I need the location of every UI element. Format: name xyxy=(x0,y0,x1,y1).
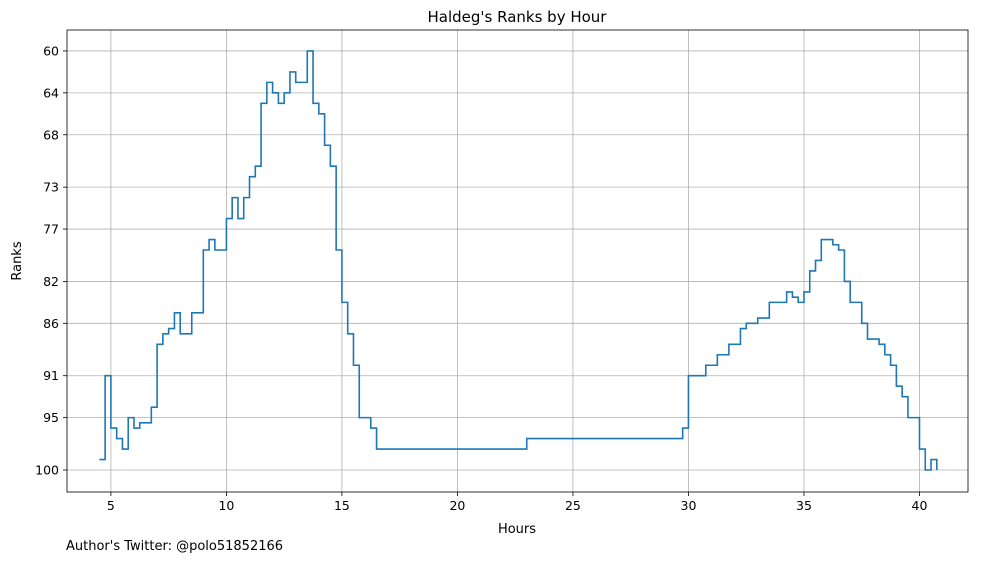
x-tick-label: 25 xyxy=(565,498,581,513)
chart-title: Haldeg's Ranks by Hour xyxy=(428,8,608,26)
x-tick-label: 35 xyxy=(796,498,812,513)
y-tick-label: 82 xyxy=(43,274,59,289)
grid-lines xyxy=(67,30,968,492)
y-tick-label: 100 xyxy=(35,463,59,478)
x-tick-label: 30 xyxy=(681,498,697,513)
y-tick-label: 60 xyxy=(43,43,59,58)
y-tick-label: 91 xyxy=(43,368,59,383)
x-tick-label: 20 xyxy=(449,498,465,513)
y-tick-label: 86 xyxy=(43,316,59,331)
x-tick-label: 40 xyxy=(912,498,928,513)
plot-frame xyxy=(66,29,969,493)
axis-ticks: 5 10 15 20 25 30 35 40 60 64 68 73 77 82 86 91 95 100 xyxy=(35,43,927,513)
y-tick-label: 68 xyxy=(43,127,59,142)
y-tick-label: 95 xyxy=(43,410,59,425)
y-tick-label: 73 xyxy=(43,180,59,195)
y-axis-label: Ranks xyxy=(10,241,25,280)
author-credit: Author's Twitter: @polo51852166 xyxy=(66,539,283,554)
x-axis-label: Hours xyxy=(498,522,536,537)
x-tick-label: 10 xyxy=(218,498,234,513)
rank-step-line xyxy=(99,50,938,471)
x-tick-label: 15 xyxy=(334,498,350,513)
y-tick-label: 64 xyxy=(43,85,59,100)
x-tick-label: 5 xyxy=(107,498,115,513)
series-layer xyxy=(99,50,938,471)
y-tick-label: 77 xyxy=(43,222,59,237)
